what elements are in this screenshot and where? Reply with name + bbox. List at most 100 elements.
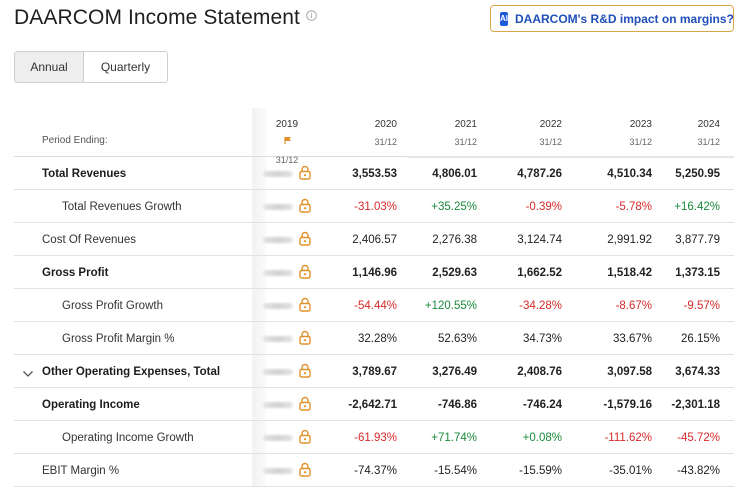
cell-2020: 3,553.53 xyxy=(352,167,397,180)
row-label: Other Operating Expenses, Total xyxy=(42,365,221,378)
table-row: Operating Income Growth -61.93% +71.74% +0.… xyxy=(14,421,734,454)
row-label: Total Revenues Growth xyxy=(62,200,182,213)
table-row: Cost Of Revenues 2,406.57 2,276.38 3,124.74… xyxy=(14,223,734,256)
locked-value-placeholder xyxy=(263,204,293,210)
table-row: Total Revenues Growth -31.03% +35.25% -0.39… xyxy=(14,190,734,223)
row-label: EBIT Margin % xyxy=(42,464,120,477)
locked-value-placeholder xyxy=(263,270,293,276)
cell-2020: -61.93% xyxy=(354,431,397,444)
cell-2020: 1,146.96 xyxy=(352,266,397,279)
cell-2020: 2,406.57 xyxy=(352,233,397,246)
cell-2022: -34.28% xyxy=(519,299,562,312)
cell-2020: -2,642.71 xyxy=(348,398,397,411)
lock-icon[interactable] xyxy=(298,429,312,444)
cell-2024: 3,877.79 xyxy=(675,233,720,246)
column-header-2019: 2019 31/12 xyxy=(262,118,312,167)
cell-2022: 4,787.26 xyxy=(517,167,562,180)
locked-value-placeholder xyxy=(263,468,293,474)
column-year: 2023 xyxy=(629,119,652,130)
header-underline xyxy=(407,156,734,158)
cell-2023: -111.62% xyxy=(604,431,652,444)
row-label: Gross Profit Growth xyxy=(62,299,163,312)
column-year: 2021 xyxy=(454,119,477,130)
cell-2023: 3,097.58 xyxy=(607,365,652,378)
cell-2021: 4,806.01 xyxy=(432,167,477,180)
locked-value-placeholder xyxy=(263,435,293,441)
column-date: 31/12 xyxy=(697,137,720,147)
chevron-down-icon[interactable] xyxy=(22,366,34,377)
row-label: Total Revenues xyxy=(42,167,127,180)
lock-icon[interactable] xyxy=(298,198,312,213)
table-row[interactable]: Other Operating Expenses, Total 3,789.67 3… xyxy=(14,355,734,388)
locked-value-placeholder xyxy=(263,369,293,375)
column-year: 2022 xyxy=(539,119,562,130)
lock-icon[interactable] xyxy=(298,330,312,345)
column-header-2022: 2022 31/12 xyxy=(502,118,562,149)
table-header: Period Ending: 2019 31/12 2020 31/12 2021 31/… xyxy=(14,108,734,165)
table-row: Gross Profit Growth -54.44% +120.55% -34.28… xyxy=(14,289,734,322)
cell-2024: 1,373.15 xyxy=(675,266,720,279)
table-row: EBIT Margin % -74.37% -15.54% -15.59% -35.01… xyxy=(14,454,734,487)
table-row: Total Revenues 3,553.53 4,806.01 4,787.26 4,… xyxy=(14,157,734,190)
ai-insight-button[interactable]: AI DAARCOM's R&D impact on margins? xyxy=(490,5,734,32)
cell-2020: 32.28% xyxy=(357,332,397,345)
row-label: Gross Profit Margin % xyxy=(62,332,175,345)
cell-2021: 3,276.49 xyxy=(432,365,477,378)
table-row: Gross Profit 1,146.96 2,529.63 1,662.52 1,51… xyxy=(14,256,734,289)
period-ending-label: Period Ending: xyxy=(42,135,108,146)
lock-icon[interactable] xyxy=(298,264,312,279)
cell-2024: 3,674.33 xyxy=(675,365,720,378)
cell-2023: -8.67% xyxy=(615,299,652,312)
page-title: DAARCOM Income Statement xyxy=(14,6,300,29)
column-date: 31/12 xyxy=(629,137,652,147)
column-header-2020: 2020 31/12 xyxy=(337,118,397,149)
cell-2022: +0.08% xyxy=(522,431,562,444)
lock-icon[interactable] xyxy=(298,363,312,378)
cell-2022: 34.73% xyxy=(522,332,562,345)
row-label: Cost Of Revenues xyxy=(42,233,136,246)
lock-icon[interactable] xyxy=(298,297,312,312)
column-year: 2020 xyxy=(374,119,397,130)
column-header-2024: 2024 31/12 xyxy=(660,118,720,149)
cell-2024: -45.72% xyxy=(677,431,720,444)
locked-value-placeholder xyxy=(263,237,293,243)
cell-2024: +16.42% xyxy=(674,200,720,213)
cell-2024: 26.15% xyxy=(680,332,720,345)
locked-value-placeholder xyxy=(263,336,293,342)
column-year: 2019 xyxy=(275,119,299,130)
cell-2024: 5,250.95 xyxy=(675,167,720,180)
info-icon[interactable] xyxy=(306,9,317,21)
cell-2021: +71.74% xyxy=(431,431,477,444)
cell-2023: 4,510.34 xyxy=(607,167,652,180)
column-header-2021: 2021 31/12 xyxy=(417,118,477,149)
cell-2022: 1,662.52 xyxy=(517,266,562,279)
cell-2021: 2,529.63 xyxy=(432,266,477,279)
row-label: Operating Income xyxy=(42,398,140,411)
locked-value-placeholder xyxy=(263,303,293,309)
lock-icon[interactable] xyxy=(298,396,312,411)
table-body: Total Revenues 3,553.53 4,806.01 4,787.26 4,… xyxy=(14,157,734,487)
cell-2022: 2,408.76 xyxy=(517,365,562,378)
cell-2022: -0.39% xyxy=(525,200,562,213)
locked-value-placeholder xyxy=(263,402,293,408)
cell-2021: -15.54% xyxy=(434,464,477,477)
column-date: 31/12 xyxy=(275,155,299,165)
lock-icon[interactable] xyxy=(298,231,312,246)
lock-icon[interactable] xyxy=(298,462,312,477)
annual-toggle-button[interactable]: Annual xyxy=(15,52,84,82)
lock-icon[interactable] xyxy=(298,165,312,180)
quarterly-toggle-button[interactable]: Quarterly xyxy=(84,52,167,82)
column-date: 31/12 xyxy=(374,137,397,147)
row-label: Gross Profit xyxy=(42,266,109,279)
cell-2022: -746.24 xyxy=(522,398,562,411)
table-row: Gross Profit Margin % 32.28% 52.63% 34.73% 3… xyxy=(14,322,734,355)
ai-insight-label: DAARCOM's R&D impact on margins? xyxy=(515,11,734,26)
column-year: 2024 xyxy=(697,119,720,130)
title-bar: DAARCOM Income Statement xyxy=(14,4,317,32)
cell-2023: 1,518.42 xyxy=(607,266,652,279)
cell-2023: -35.01% xyxy=(609,464,652,477)
cell-2020: 3,789.67 xyxy=(352,365,397,378)
column-date: 31/12 xyxy=(539,137,562,147)
table-row: Operating Income -2,642.71 -746.86 -746.24 -… xyxy=(14,388,734,421)
cell-2021: -746.86 xyxy=(437,398,477,411)
